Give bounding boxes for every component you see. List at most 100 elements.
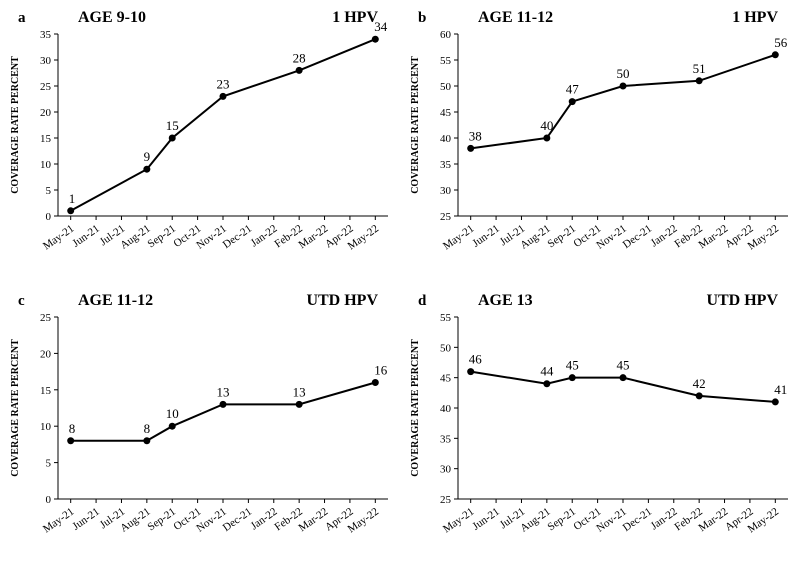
data-label: 13 [293, 384, 306, 399]
data-marker [772, 51, 779, 58]
y-tick-label: 5 [46, 458, 52, 470]
x-tick-label: Jun-21 [70, 223, 101, 250]
chart-title-right: UTD HPV [306, 292, 378, 309]
y-tick-label: 55 [440, 312, 452, 324]
data-label: 45 [617, 358, 630, 373]
data-label: 16 [374, 363, 388, 378]
data-label: 40 [540, 118, 553, 133]
y-tick-label: 35 [440, 159, 452, 171]
y-axis-label: COVERAGE RATE PERCENT [410, 339, 421, 477]
data-label: 47 [566, 82, 580, 97]
data-label: 1 [69, 191, 76, 206]
x-tick-label: Jun-21 [70, 506, 101, 533]
y-tick-label: 60 [440, 29, 452, 41]
x-tick-label: Dec-21 [621, 506, 654, 534]
x-tick-label: Mar-22 [697, 223, 731, 252]
panel-letter: d [418, 293, 427, 309]
x-tick-label: May-21 [41, 223, 76, 253]
y-tick-label: 0 [46, 494, 52, 506]
data-marker [169, 135, 176, 142]
y-axis-label: COVERAGE RATE PERCENT [410, 56, 421, 194]
y-tick-label: 0 [46, 211, 52, 223]
data-marker [467, 368, 474, 375]
chart-title-left: AGE 11-12 [478, 9, 553, 26]
x-tick-label: Sep-21 [546, 223, 578, 251]
y-tick-label: 55 [440, 55, 452, 67]
data-marker [543, 135, 550, 142]
data-label: 28 [293, 50, 306, 65]
data-label: 45 [566, 358, 579, 373]
x-tick-label: Mar-22 [697, 506, 731, 535]
y-axis-label: COVERAGE RATE PERCENT [10, 339, 21, 477]
panel-a: aAGE 9-101 HPV05101520253035May-21Jun-21… [0, 0, 400, 283]
y-tick-label: 25 [40, 312, 52, 324]
data-marker [143, 166, 150, 173]
panel-letter: a [18, 10, 26, 26]
x-tick-label: Dec-21 [221, 506, 254, 534]
y-tick-label: 50 [440, 81, 452, 93]
data-marker [67, 437, 74, 444]
y-axis-label: COVERAGE RATE PERCENT [10, 56, 21, 194]
data-label: 50 [617, 66, 630, 81]
data-marker [620, 83, 627, 90]
panel-c: cAGE 11-12UTD HPV0510152025May-21Jun-21J… [0, 283, 400, 566]
data-marker [467, 145, 474, 152]
data-label: 13 [217, 384, 230, 399]
data-label: 38 [469, 128, 482, 143]
y-tick-label: 10 [40, 421, 52, 433]
chart-title-left: AGE 9-10 [78, 9, 146, 26]
x-tick-label: Mar-22 [297, 223, 331, 252]
y-tick-label: 35 [40, 29, 52, 41]
data-marker [620, 374, 627, 381]
data-marker [569, 374, 576, 381]
y-tick-label: 40 [440, 403, 452, 415]
chart-svg: cAGE 11-12UTD HPV0510152025May-21Jun-21J… [0, 283, 400, 566]
x-tick-label: Sep-21 [146, 506, 178, 534]
y-tick-label: 35 [440, 433, 452, 445]
y-tick-label: 50 [440, 342, 452, 354]
chart-svg: bAGE 11-121 HPV2530354045505560May-21Jun… [400, 0, 800, 283]
data-marker [67, 207, 74, 214]
data-label: 51 [693, 61, 706, 76]
data-marker [296, 67, 303, 74]
chart-title-left: AGE 11-12 [78, 292, 153, 309]
data-marker [696, 392, 703, 399]
data-label: 46 [469, 352, 483, 367]
data-marker [169, 423, 176, 430]
y-tick-label: 40 [440, 133, 452, 145]
x-tick-label: Jun-21 [470, 506, 501, 533]
data-label: 41 [774, 382, 787, 397]
y-tick-label: 45 [440, 107, 452, 119]
panel-letter: c [18, 293, 25, 309]
chart-title-right: UTD HPV [706, 292, 778, 309]
y-tick-label: 20 [40, 107, 52, 119]
x-tick-label: Jun-21 [470, 223, 501, 250]
data-marker [372, 379, 379, 386]
data-label: 23 [217, 76, 230, 91]
panel-d: dAGE 13UTD HPV25303540455055May-21Jun-21… [400, 283, 800, 566]
series-line [71, 39, 376, 211]
panel-b: bAGE 11-121 HPV2530354045505560May-21Jun… [400, 0, 800, 283]
chart-svg: dAGE 13UTD HPV25303540455055May-21Jun-21… [400, 283, 800, 566]
y-tick-label: 30 [40, 55, 52, 67]
x-tick-label: Dec-21 [221, 223, 254, 251]
data-marker [772, 398, 779, 405]
x-tick-label: May-21 [441, 506, 476, 536]
y-tick-label: 25 [440, 211, 452, 223]
data-label: 9 [144, 149, 151, 164]
chart-title-right: 1 HPV [732, 9, 778, 26]
data-label: 10 [166, 406, 179, 421]
data-label: 15 [166, 118, 179, 133]
x-tick-label: Mar-22 [297, 506, 331, 535]
y-tick-label: 25 [440, 494, 452, 506]
data-marker [696, 77, 703, 84]
data-label: 42 [693, 376, 706, 391]
y-tick-label: 15 [40, 385, 52, 397]
y-tick-label: 30 [440, 185, 452, 197]
y-tick-label: 15 [40, 133, 52, 145]
x-tick-label: Sep-21 [146, 223, 178, 251]
chart-svg: aAGE 9-101 HPV05101520253035May-21Jun-21… [0, 0, 400, 283]
y-tick-label: 30 [440, 464, 452, 476]
data-marker [569, 98, 576, 105]
data-marker [143, 437, 150, 444]
